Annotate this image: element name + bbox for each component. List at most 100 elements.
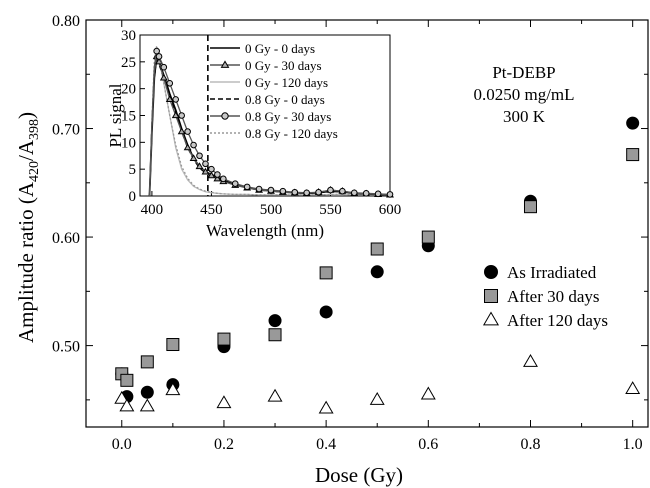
inset-legend-label: 0 Gy - 0 days [245, 41, 315, 56]
inset-data-point-triangle [165, 95, 174, 102]
inset-data-point-triangle [171, 111, 180, 119]
inset-data-point-circle [153, 47, 160, 55]
y-tick-label: 0.50 [52, 339, 80, 356]
inset-y-tick-label: 15 [121, 109, 136, 125]
data-point-triangle [523, 353, 538, 367]
data-point-square [626, 148, 640, 162]
data-point-square [166, 338, 180, 352]
data-point-circle [319, 305, 333, 319]
data-point-square [217, 332, 231, 346]
inset-data-point-circle [291, 188, 299, 196]
inset-data-point-circle [208, 165, 215, 173]
inset-data-point-circle [243, 183, 251, 191]
inset-legend-label: 0.8 Gy - 30 days [245, 109, 331, 124]
inset-x-tick-label: 500 [260, 202, 283, 218]
inset-data-point-circle [303, 189, 310, 197]
data-point-square [370, 242, 384, 256]
sample-annotation-line: 0.0250 mg/mL [473, 85, 574, 104]
inset-data-point-triangle [183, 143, 192, 151]
data-point-circle [626, 116, 640, 130]
inset-y-tick-label: 10 [121, 135, 136, 151]
inset-legend-label: 0.8 Gy - 120 days [245, 126, 338, 141]
inset-data-point-circle [160, 63, 168, 71]
data-point-circle [268, 314, 282, 328]
inset-legend-marker-circle [221, 112, 229, 120]
data-point-triangle [165, 382, 181, 396]
data-point-triangle [114, 390, 130, 404]
legend-marker-triangle [482, 311, 500, 326]
inset-data-point-circle [374, 190, 382, 198]
inset-legend-label: 0 Gy - 30 days [245, 58, 322, 73]
main-plot-frame [85, 19, 649, 428]
inset-data-point-circle [327, 186, 334, 194]
legend-marker-square [484, 289, 498, 303]
inset-y-tick-label: 0 [129, 189, 137, 205]
data-point-triangle [267, 388, 283, 402]
y-tick-label: 0.80 [52, 13, 80, 30]
inset-x-tick-label: 550 [319, 202, 342, 218]
data-point-square [268, 328, 282, 342]
inset-data-point-circle [172, 96, 180, 103]
legend-label: After 30 days [507, 287, 600, 306]
data-point-triangle [625, 381, 641, 395]
inset-x-axis-title: Wavelength (nm) [206, 221, 324, 240]
x-tick-label: 0.8 [520, 436, 540, 453]
inset-data-point-triangle [195, 162, 204, 170]
inset-data-point-triangle [207, 171, 216, 179]
inset-data-point-circle [196, 152, 203, 160]
data-point-square [140, 355, 154, 369]
inset-data-point-circle [220, 175, 227, 183]
x-tick-label: 0.2 [214, 436, 234, 453]
inset-data-point-triangle [177, 127, 186, 135]
inset-y-tick-label: 20 [121, 82, 136, 98]
inset-x-tick-label: 400 [141, 202, 164, 218]
inset-data-point-circle [155, 53, 163, 60]
data-point-circle [370, 265, 384, 279]
y-tick-label: 0.70 [52, 122, 80, 139]
legend-label: After 120 days [507, 311, 608, 330]
data-point-triangle [119, 398, 135, 412]
inset-data-point-circle [178, 112, 185, 119]
inset-legend-marker-triangle [220, 60, 230, 68]
inset-data-point-triangle [213, 174, 222, 182]
main-plot: 0.0 0.2 0.4 0.6 0.8 1.0 0.50 0.60 0.70 0.80 Dose (… [14, 13, 649, 487]
data-point-triangle [318, 400, 334, 414]
data-point-square [523, 200, 537, 214]
legend-marker-circle [484, 265, 498, 279]
x-tick-label: 0.0 [112, 436, 132, 453]
inset-data-point-triangle [189, 154, 198, 162]
y-tick-label: 0.60 [52, 230, 80, 247]
inset-y-tick-label: 30 [121, 28, 136, 44]
inset-data-point-circle [190, 141, 197, 149]
inset-data-point-triangle [201, 167, 210, 175]
inset-x-tick-label: 450 [200, 202, 223, 218]
data-point-square [319, 266, 333, 280]
data-point-triangle [420, 386, 436, 400]
legend-label: As Irradiated [507, 263, 597, 282]
inset-x-tick-label: 600 [379, 202, 402, 218]
inset-legend-label: 0.8 Gy - 0 days [245, 92, 325, 107]
inset-y-tick-label: 25 [121, 55, 136, 71]
data-point-triangle [216, 395, 232, 409]
inset-data-point-circle [255, 185, 263, 193]
x-tick-label: 0.6 [418, 436, 438, 453]
data-point-circle [140, 385, 154, 399]
inset-legend-label: 0 Gy - 120 days [245, 75, 328, 90]
inset-data-point-circle [214, 171, 221, 178]
inset-data-point-circle [202, 160, 209, 168]
sample-annotation-line: Pt-DEBP [492, 63, 555, 82]
inset-data-point-circle [362, 190, 370, 197]
inset-data-point-circle [184, 128, 191, 135]
inset-data-point-circle [279, 187, 287, 195]
inset-data-point-triangle [159, 73, 168, 81]
inset-data-point-circle [315, 188, 322, 196]
inset-y-tick-label: 5 [129, 162, 137, 178]
data-point-triangle [139, 398, 155, 412]
data-point-square [120, 373, 134, 387]
inset-data-point-circle [166, 80, 174, 87]
x-tick-label: 0.4 [316, 436, 336, 453]
data-point-square [421, 230, 435, 244]
x-axis-title: Dose (Gy) [315, 463, 403, 487]
inset-data-point-circle [350, 189, 358, 197]
